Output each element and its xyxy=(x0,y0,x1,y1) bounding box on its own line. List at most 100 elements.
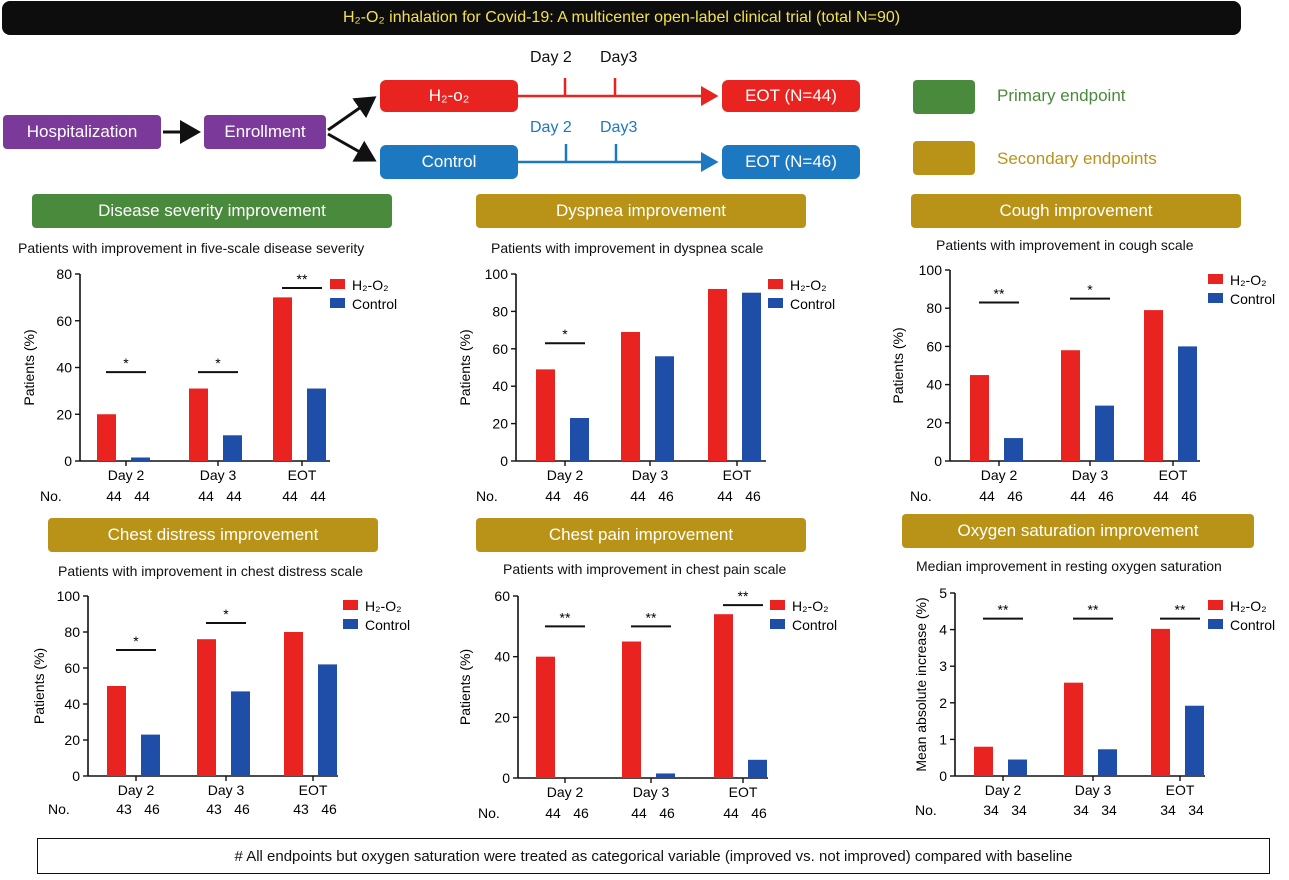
y-axis-label: Patients (%) xyxy=(31,648,47,724)
y-tick-label: 60 xyxy=(926,338,942,354)
n-count: 46 xyxy=(1098,488,1114,504)
n-count: 44 xyxy=(545,805,561,821)
legend-label: H₂-O₂ xyxy=(365,598,402,614)
day3-bottom-label: Day3 xyxy=(600,119,638,136)
bar-control xyxy=(748,759,767,778)
n-count: 34 xyxy=(1101,802,1117,818)
x-tick-label: Day 2 xyxy=(981,467,1018,483)
x-tick-label: EOT xyxy=(288,467,317,483)
bar-control xyxy=(742,292,761,461)
bar-control xyxy=(1008,759,1027,776)
significance-marker: * xyxy=(215,355,221,371)
control-arm-box: Control xyxy=(380,145,518,179)
x-tick-label: Day 3 xyxy=(200,467,237,483)
y-tick-label: 3 xyxy=(939,658,947,674)
header-text: Dyspnea improvement xyxy=(555,201,727,220)
header-oxygen-saturation: Oxygen saturation improvement xyxy=(902,514,1254,548)
n-count: 46 xyxy=(573,488,589,504)
n-label: No. xyxy=(48,801,70,817)
legend-swatch xyxy=(768,298,783,308)
footer-text: # All endpoints but oxygen saturation we… xyxy=(234,847,1073,865)
y-axis-label: Mean absolute increase (%) xyxy=(913,597,929,771)
header-text: Disease severity improvement xyxy=(98,201,326,220)
bar-control xyxy=(1185,705,1204,776)
bar-h2o2 xyxy=(970,375,989,461)
n-label: No. xyxy=(478,805,500,821)
n-label: No. xyxy=(910,488,932,504)
bar-h2o2 xyxy=(1151,628,1170,776)
legend-label: H₂-O₂ xyxy=(1230,272,1267,288)
significance-marker: ** xyxy=(560,609,571,625)
n-count: 46 xyxy=(1007,488,1023,504)
y-tick-label: 60 xyxy=(494,588,510,604)
bar-control xyxy=(1178,346,1197,461)
bar-control xyxy=(223,435,242,461)
legend-label: H₂-O₂ xyxy=(790,277,827,293)
bar-h2o2 xyxy=(1144,310,1163,461)
y-tick-label: 40 xyxy=(494,649,510,665)
n-count: 44 xyxy=(723,805,739,821)
header-text: Chest pain improvement xyxy=(548,525,734,544)
x-tick-label: Day 2 xyxy=(108,467,145,483)
control-arm-label: Control xyxy=(421,152,477,171)
secondary-endpoint-label: Secondary endpoints xyxy=(997,149,1157,168)
significance-marker: * xyxy=(123,355,129,371)
bar-h2o2 xyxy=(197,639,216,776)
x-tick-label: Day 3 xyxy=(208,782,245,798)
n-count: 34 xyxy=(1011,802,1027,818)
legend-swatch xyxy=(343,619,358,629)
y-tick-label: 20 xyxy=(494,709,510,725)
significance-marker: * xyxy=(223,606,229,622)
page-title: H₂-O₂ inhalation for Covid-19: A multice… xyxy=(342,9,901,26)
header-chest-distress: Chest distress improvement xyxy=(48,518,378,552)
y-tick-label: 60 xyxy=(64,660,80,676)
n-count: 46 xyxy=(745,488,761,504)
chart-title-cough: Patients with improvement in cough scale xyxy=(936,237,1194,253)
y-tick-label: 20 xyxy=(926,415,942,431)
n-count: 44 xyxy=(226,488,242,504)
y-tick-label: 40 xyxy=(56,360,72,376)
n-count: 44 xyxy=(1153,488,1169,504)
bar-h2o2 xyxy=(1061,350,1080,461)
y-tick-label: 0 xyxy=(934,453,942,469)
x-tick-label: Day 2 xyxy=(547,467,584,483)
n-count: 46 xyxy=(659,805,675,821)
x-tick-label: Day 3 xyxy=(1075,782,1112,798)
day2-bottom-label: Day 2 xyxy=(530,119,572,136)
legend-swatch xyxy=(343,600,358,610)
significance-marker: ** xyxy=(1175,602,1186,618)
header-chest-pain: Chest pain improvement xyxy=(476,518,806,552)
legend-label: H₂-O₂ xyxy=(1230,598,1267,614)
legend-label: H₂-O₂ xyxy=(352,277,389,293)
header-text: Oxygen saturation improvement xyxy=(957,521,1199,540)
arrow-enroll-control xyxy=(327,132,377,162)
h2o2-arm-box: H₂-o₂ xyxy=(380,80,518,112)
n-label: No. xyxy=(476,488,498,504)
significance-marker: ** xyxy=(646,609,657,625)
n-count: 44 xyxy=(198,488,214,504)
significance-marker: * xyxy=(1087,282,1093,298)
eot-control-box: EOT (N=46) xyxy=(722,145,860,179)
y-tick-label: 4 xyxy=(939,622,947,638)
y-axis-label: Patients (%) xyxy=(890,327,906,403)
y-tick-label: 2 xyxy=(939,695,947,711)
y-tick-label: 60 xyxy=(492,341,508,357)
legend-label: Control xyxy=(365,617,410,633)
bar-control xyxy=(131,457,150,461)
header-text: Chest distress improvement xyxy=(107,525,319,544)
bar-control xyxy=(318,664,337,776)
chart-title-chest-pain: Patients with improvement in chest pain … xyxy=(503,561,787,577)
day3-top-label: Day3 xyxy=(600,49,638,66)
primary-endpoint-swatch xyxy=(913,80,975,114)
y-tick-label: 80 xyxy=(56,266,72,282)
enrollment-label: Enrollment xyxy=(224,122,306,141)
bar-h2o2 xyxy=(622,641,641,778)
bar-h2o2 xyxy=(189,388,208,461)
n-count: 46 xyxy=(1181,488,1197,504)
flow-arrows xyxy=(163,78,719,172)
legend-swatch xyxy=(330,279,345,289)
legend-label: Control xyxy=(352,296,397,312)
n-count: 34 xyxy=(1188,802,1204,818)
bar-h2o2 xyxy=(273,297,292,461)
